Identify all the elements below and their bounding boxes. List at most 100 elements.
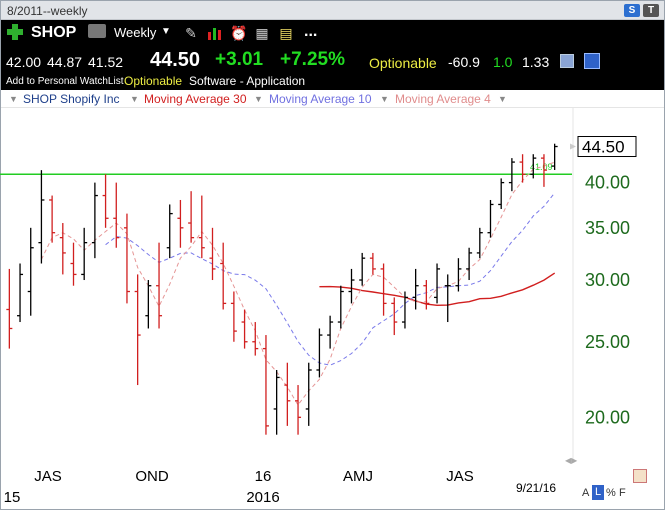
ohlc-bar: [305, 362, 312, 426]
ohlc-bar: [316, 328, 323, 378]
ohlc-bar: [348, 268, 355, 304]
ma10-line: [105, 192, 556, 366]
footer-pct-button[interactable]: %: [606, 487, 616, 499]
add-watchlist-link[interactable]: Add to Personal WatchList: [6, 76, 124, 87]
optionable-label: Optionable: [369, 55, 437, 71]
ohlc-bar: [262, 335, 269, 435]
x-tick-label: JAS: [446, 468, 474, 485]
scroll-left-icon[interactable]: ◀▶: [565, 456, 578, 465]
ohlc-bar: [241, 309, 248, 349]
y-tick-label: 40.00: [585, 173, 630, 193]
sector-text: Software - Application: [189, 74, 306, 88]
optionable-text: Optionable: [124, 74, 183, 88]
ohlc-bar: [38, 170, 45, 264]
ohlc-bar: [91, 182, 98, 259]
y-tick-label: 35.00: [585, 218, 630, 238]
note-icon[interactable]: ▤: [279, 25, 293, 41]
ohlc-bar: [188, 191, 195, 243]
text-t-button[interactable]: T: [643, 4, 659, 17]
ohlc-bar: [519, 154, 526, 183]
ohlc-bar: [134, 274, 141, 386]
ohlc-bar: [327, 315, 334, 349]
ohlc-bar: [166, 204, 173, 259]
footer-f-button[interactable]: F: [619, 487, 626, 499]
x-sub-label: 15: [4, 489, 21, 506]
ohlc-bar: [444, 274, 451, 323]
date-label: 9/21/16: [516, 481, 557, 495]
legend-arrow-icon[interactable]: ▼: [498, 94, 507, 104]
period-select[interactable]: Weekly: [114, 25, 157, 40]
ohlc-bar: [145, 280, 152, 329]
ohlc-bar: [209, 227, 216, 281]
add-icon[interactable]: [7, 24, 23, 40]
ohlc-bar: [295, 385, 302, 435]
legend-arrow-icon[interactable]: ▼: [130, 94, 139, 104]
ohlc-bar: [455, 258, 462, 292]
change-percent: +7.25%: [280, 49, 345, 70]
low-value: 41.52: [88, 54, 124, 70]
settings-s-button[interactable]: S: [624, 4, 640, 17]
ohlc-bar: [113, 182, 120, 248]
ohlc-bar: [123, 213, 130, 304]
print-icon[interactable]: [88, 24, 106, 38]
footer-a-button[interactable]: A: [582, 487, 590, 499]
legend-ma30[interactable]: Moving Average 30: [144, 92, 247, 106]
legend-ma10[interactable]: Moving Average 10: [269, 92, 372, 106]
change-value: +3.01: [215, 49, 264, 70]
ohlc-bar: [530, 154, 537, 179]
ohlc-bar: [498, 178, 505, 210]
ohlc-bar: [284, 362, 291, 426]
legend-arrow-icon[interactable]: ▼: [380, 94, 389, 104]
more-button[interactable]: ...: [304, 23, 318, 40]
ohlc-bar: [49, 195, 56, 243]
draw-tool-icon[interactable]: ✎: [185, 25, 197, 41]
ohlc-bar: [540, 154, 547, 187]
period-dropdown-icon[interactable]: ▼: [161, 26, 171, 37]
ohlc-bar: [230, 291, 237, 342]
window-title: 8/2011--weekly: [7, 4, 88, 18]
alarm-clock-icon[interactable]: ⏰: [230, 25, 248, 41]
y-tick-label: 30.00: [585, 270, 630, 290]
last-price-label: 44.50: [582, 138, 625, 157]
ohlc-bar: [59, 223, 66, 275]
pencil-icon[interactable]: [633, 469, 647, 483]
ohlc-bar: [487, 199, 494, 238]
footer-l-button[interactable]: L: [592, 485, 604, 500]
ohlc-bar: [81, 227, 88, 281]
ohlc-bar: [551, 143, 558, 170]
ohlc-bar: [273, 369, 280, 435]
database-icon[interactable]: [560, 54, 574, 68]
x-tick-label: 16: [255, 468, 272, 485]
legend-ma4[interactable]: Moving Average 4: [395, 92, 491, 106]
metric-3: 1.33: [522, 54, 550, 70]
toolbar: SHOP Weekly ▼ ✎ ⏰ ▦ ▤ ...: [1, 20, 664, 47]
ohlc-bar: [177, 199, 184, 248]
ohlc-bar: [252, 322, 259, 356]
ohlc-bar: [6, 268, 13, 349]
legend-arrow-icon[interactable]: ▼: [9, 94, 18, 104]
ohlc-bar: [70, 242, 77, 286]
last-price: 44.50: [150, 49, 201, 71]
ohlc-bar: [220, 242, 227, 310]
x-tick-label: JAS: [34, 468, 62, 485]
ohlc-bar: [198, 195, 205, 259]
x-tick-label: OND: [135, 468, 169, 485]
symbol-field[interactable]: SHOP: [31, 24, 77, 41]
ohlc-bar: [391, 297, 398, 336]
ohlc-bar: [102, 174, 109, 228]
legend-symbol[interactable]: SHOP Shopify Inc: [23, 92, 120, 106]
quote-bar: 42.00 44.87 41.52 44.50 +3.01 +7.25% Opt…: [1, 47, 664, 74]
y-tick-label: 20.00: [585, 407, 630, 427]
ohlc-bar: [369, 252, 376, 275]
high-value: 44.87: [47, 54, 83, 70]
y-tick-label: 25.00: [585, 332, 630, 352]
ohlc-bar: [508, 158, 515, 192]
calculator-icon[interactable]: ▦: [255, 25, 269, 41]
ma30-line: [319, 272, 556, 307]
legend-arrow-icon[interactable]: ▼: [254, 94, 263, 104]
info-bar: Add to Personal WatchList Optionable Sof…: [1, 74, 664, 90]
price-chart[interactable]: 41.09 40.00 35.00 30.00 25.00 20.00 44.50 JAS…: [0, 108, 665, 510]
chart-type-icon[interactable]: [207, 26, 223, 40]
save-icon[interactable]: [584, 53, 600, 69]
ohlc-bar: [466, 247, 473, 281]
